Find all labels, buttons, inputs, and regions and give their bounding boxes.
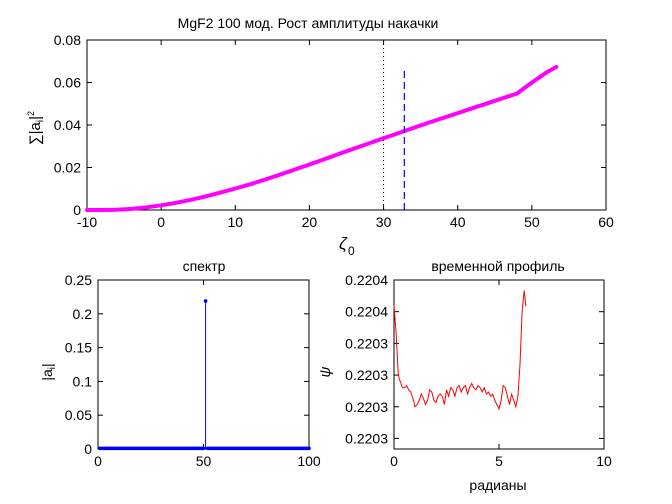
- spectrum-chart-y-tick-label: 0.05: [65, 407, 92, 423]
- spectrum-stem-marker: [201, 446, 206, 451]
- spectrum-chart: спектр 0 50 100 0 0.05 0.1 0.15 0.2 0.25 |ai|: [39, 258, 321, 469]
- time-profile-chart-y-tick-label: 0.2203: [345, 335, 388, 351]
- spectrum-chart-y-tick-label: 0.25: [65, 272, 92, 288]
- time-profile-chart-y-tick-label: 0.2203: [345, 430, 388, 446]
- top-chart-y-axis-label: ∑|ai|2: [26, 111, 46, 145]
- top-chart-x-tick-label: 40: [450, 214, 466, 230]
- time-profile-chart-x-axis-label: радианы: [469, 477, 526, 493]
- top-chart-x-tick-label: 30: [376, 214, 392, 230]
- time-profile-series-line: [393, 290, 527, 411]
- top-chart-y-tick-label: 0.08: [54, 32, 81, 48]
- time-profile-chart-title: временной профиль: [431, 258, 564, 274]
- spectrum-chart-y-axis-label-text: |ai|: [39, 363, 58, 380]
- top-chart-y-tick-label: 0: [73, 202, 81, 218]
- spectrum-chart-y-tick-label: 0.1: [73, 373, 93, 389]
- top-chart-x-tick-label: 0: [157, 214, 165, 230]
- time-profile-chart-y-tick-label: 0.2204: [345, 272, 388, 288]
- spectrum-chart-x-tick-label: 0: [94, 453, 102, 469]
- time-profile-chart-ticks: 0 5 10 0.2203 0.2203 0.2203 0.2203 0.2204 0.2204: [345, 272, 612, 469]
- top-chart-x-tick-label: 50: [524, 214, 540, 230]
- top-chart-title: MgF2 100 мод. Рост амплитуды накачки: [178, 15, 439, 31]
- time-profile-chart-y-axis-label: ψ: [317, 366, 334, 377]
- time-profile-chart-x-tick-label: 0: [390, 453, 398, 469]
- top-chart-y-tick-label: 0.04: [54, 117, 81, 133]
- time-profile-chart-x-tick-label: 10: [596, 453, 612, 469]
- spectrum-chart-title: спектр: [183, 258, 226, 274]
- top-chart-y-tick-label: 0.06: [54, 75, 81, 91]
- time-profile-chart-plot-area: [393, 290, 527, 411]
- spectrum-chart-y-axis-label: |ai|: [39, 363, 58, 380]
- top-chart-x-tick-label: 10: [227, 214, 243, 230]
- spectrum-stem-marker: [307, 446, 311, 451]
- time-profile-chart-y-axis-label-text: ψ: [317, 366, 334, 377]
- spectrum-chart-y-tick-label: 0.2: [73, 306, 93, 322]
- top-chart-x-tick-label: 20: [302, 214, 318, 230]
- time-profile-chart-y-tick-label: 0.2203: [345, 367, 388, 383]
- spectrum-chart-x-tick-label: 100: [297, 453, 321, 469]
- top-chart-x-tick-label: 60: [598, 214, 614, 230]
- top-chart-x-axis-label-subscript: 0: [348, 244, 355, 258]
- top-chart: MgF2 100 мод. Рост амплитуды накачки -10…: [26, 15, 614, 258]
- time-profile-chart-y-tick-label: 0.2203: [345, 399, 388, 415]
- top-chart-y-axis-label-text: ∑|ai|2: [26, 111, 46, 145]
- spectrum-chart-plot-area: [98, 299, 311, 451]
- time-profile-chart: временной профиль 0 5 10 0.2203 0.2203 0.2203…: [317, 258, 612, 493]
- top-chart-y-tick-label: 0.02: [54, 160, 81, 176]
- spectrum-stem-marker: [203, 299, 208, 303]
- spectrum-chart-y-tick-label: 0: [84, 441, 92, 457]
- time-profile-chart-y-tick-label: 0.2204: [345, 304, 388, 320]
- top-chart-plot-area: [85, 40, 559, 212]
- time-profile-chart-x-tick-label: 5: [495, 453, 503, 469]
- top-chart-x-axis-label: ζ 0: [339, 234, 355, 258]
- spectrum-chart-x-tick-label: 50: [196, 453, 212, 469]
- top-chart-x-tick-label: -10: [77, 214, 97, 230]
- spectrum-chart-y-tick-label: 0.15: [65, 340, 92, 356]
- top-chart-series-line: [85, 65, 559, 212]
- spectrum-chart-ticks: 0 50 100 0 0.05 0.1 0.15 0.2 0.25: [65, 272, 321, 469]
- top-chart-x-axis-label-symbol: ζ: [339, 234, 348, 253]
